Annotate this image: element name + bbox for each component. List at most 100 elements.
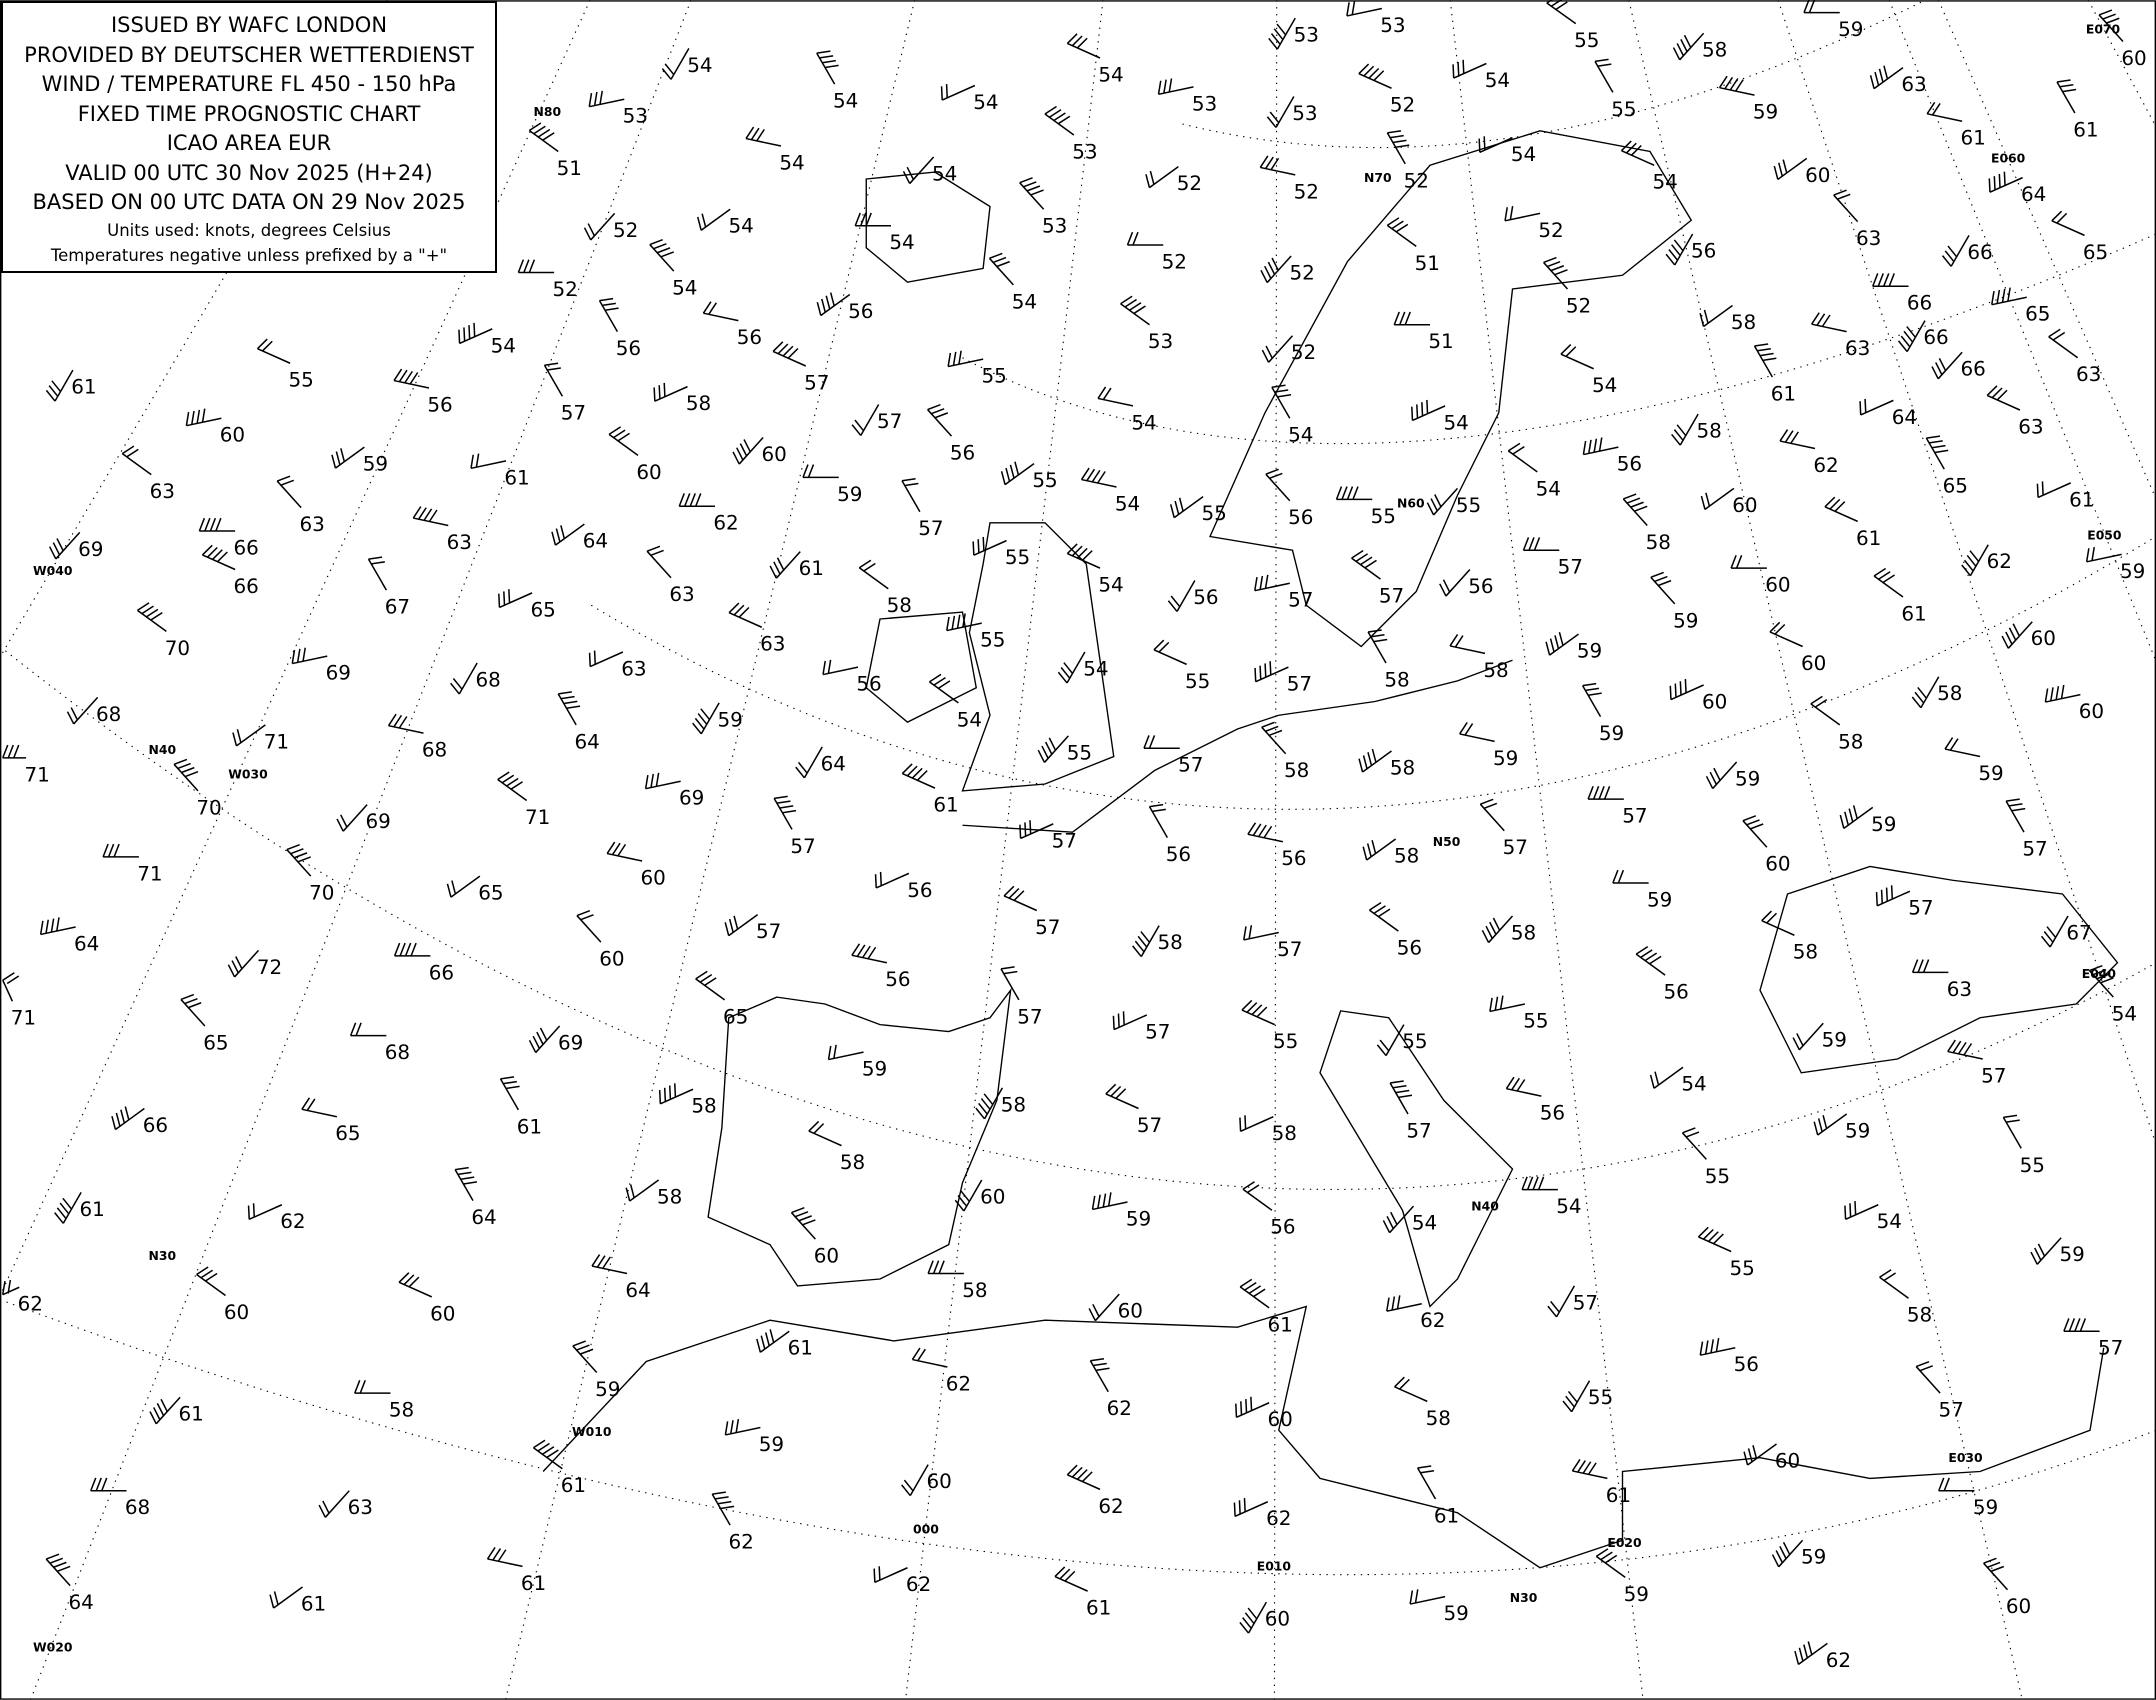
wind-barb-icon bbox=[1681, 1127, 1707, 1160]
temperature-label: 60 bbox=[2006, 1595, 2031, 1618]
temperature-label: 56 bbox=[1397, 937, 1422, 960]
station-plot: 60 bbox=[1983, 1557, 2031, 1618]
station-plot: 65 bbox=[2051, 210, 2108, 264]
temperature-label: 52 bbox=[1538, 219, 1563, 242]
station-plot: 58 bbox=[653, 382, 711, 415]
station-plot: 70 bbox=[137, 602, 190, 660]
pennant-barb-icon bbox=[1983, 1557, 2009, 1591]
temperature-label: 60 bbox=[1118, 1300, 1143, 1323]
station-plot: 63 bbox=[318, 1490, 373, 1519]
wind-barb-icon bbox=[947, 350, 984, 368]
temperature-label: 58 bbox=[1384, 668, 1409, 691]
wind-barb-icon bbox=[874, 871, 910, 889]
station-plot: 54 bbox=[1560, 343, 1617, 397]
station-plot: 61 bbox=[1239, 1278, 1293, 1336]
wind-barb-icon bbox=[1622, 493, 1648, 527]
station-plot: 61 bbox=[499, 1076, 542, 1138]
temperature-label: 60 bbox=[1775, 1449, 1800, 1472]
station-plot: 71 bbox=[102, 843, 163, 885]
temperature-label: 61 bbox=[2073, 118, 2098, 141]
station-plot: 55 bbox=[1697, 1226, 1755, 1280]
temperature-label: 52 bbox=[1291, 341, 1316, 364]
pennant-barb-icon bbox=[711, 1491, 735, 1526]
station-plot: 56 bbox=[1505, 1076, 1565, 1125]
station-plot: 57 bbox=[1019, 820, 1077, 852]
wind-barb-icon bbox=[1066, 543, 1101, 569]
parallel-line bbox=[0, 646, 2156, 1190]
station-plot: 65 bbox=[446, 875, 504, 905]
temperature-label: 54 bbox=[687, 54, 712, 77]
temperature-label: 55 bbox=[1005, 546, 1030, 569]
wind-barb-icon bbox=[653, 382, 688, 402]
pennant-barb-icon bbox=[1988, 171, 2023, 193]
station-plot: 64 bbox=[551, 523, 608, 553]
pennant-barb-icon bbox=[412, 506, 449, 527]
station-plot: 52 bbox=[1358, 63, 1415, 117]
pennant-barb-icon bbox=[901, 1464, 929, 1497]
station-plot: 60 bbox=[732, 436, 787, 466]
temperature-label: 61 bbox=[517, 1115, 542, 1138]
station-plot: 56 bbox=[702, 301, 762, 349]
temperature-label: 65 bbox=[1943, 475, 1968, 498]
parallel-line bbox=[590, 536, 2156, 810]
temperature-label: 55 bbox=[1067, 741, 1092, 764]
wind-barb-icon bbox=[1505, 1076, 1542, 1097]
station-plot: 58 bbox=[1449, 634, 1509, 682]
station-plot: 61 bbox=[756, 1329, 813, 1360]
wind-barb-icon bbox=[827, 1044, 864, 1061]
station-plot: 57 bbox=[1947, 1039, 2006, 1087]
station-plot: 63 bbox=[121, 445, 175, 503]
temperature-label: 61 bbox=[178, 1403, 203, 1426]
temperature-label: 52 bbox=[1294, 180, 1319, 203]
temperature-label: 59 bbox=[1978, 762, 2003, 785]
station-plot: 57 bbox=[1389, 1080, 1432, 1142]
station-plot: 61 bbox=[1824, 496, 1881, 550]
temperature-label: 59 bbox=[1735, 767, 1760, 790]
temperature-label: 68 bbox=[96, 703, 121, 726]
wind-barb-icon bbox=[1000, 966, 1020, 1001]
station-plot: 57 bbox=[1479, 798, 1528, 859]
station-plot: 71 bbox=[497, 771, 550, 829]
pennant-barb-icon bbox=[446, 875, 481, 898]
station-plot: 54 bbox=[2088, 964, 2137, 1026]
temperature-label: 55 bbox=[1273, 1030, 1298, 1053]
wind-barb-icon bbox=[1560, 343, 1594, 370]
pennant-barb-icon bbox=[769, 551, 801, 579]
station-plot: 58 bbox=[1481, 915, 1536, 944]
wind-barb-icon bbox=[1481, 915, 1514, 944]
station-plot: 71 bbox=[232, 724, 289, 753]
temperature-label: 54 bbox=[1412, 1212, 1437, 1235]
station-plot: 54 bbox=[988, 252, 1037, 313]
temperature-label: 62 bbox=[1107, 1397, 1132, 1420]
pennant-barb-icon bbox=[1773, 157, 1808, 181]
temperature-label: 57 bbox=[1035, 916, 1060, 939]
pennant-barb-icon bbox=[1872, 273, 1909, 288]
station-plot: 65 bbox=[1925, 435, 1968, 498]
legend-line-area: ICAO AREA EUR bbox=[166, 131, 332, 155]
wind-barb-icon bbox=[1105, 1083, 1139, 1110]
wind-barb-icon bbox=[1241, 999, 1275, 1026]
wind-barb-icon bbox=[1938, 1477, 1975, 1492]
station-plot: 60 bbox=[2098, 9, 2147, 70]
pennant-barb-icon bbox=[450, 662, 478, 695]
temperature-label: 57 bbox=[1288, 589, 1313, 612]
wind-barb-icon bbox=[572, 1340, 598, 1374]
temperature-label: 52 bbox=[1404, 169, 1429, 192]
temperature-label: 62 bbox=[280, 1210, 305, 1233]
wind-barb-icon bbox=[1019, 177, 1045, 210]
wind-barb-icon bbox=[1169, 496, 1204, 519]
station-plot: 69 bbox=[528, 1025, 583, 1054]
station-plot: 59 bbox=[1803, 0, 1863, 41]
station-plot: 59 bbox=[1938, 1477, 1998, 1519]
station-plot: 52 bbox=[1145, 166, 1202, 195]
station-plot: 58 bbox=[1672, 32, 1727, 62]
station-plot: 55 bbox=[946, 613, 1005, 652]
temperature-label: 54 bbox=[1592, 374, 1617, 397]
wind-barb-icon bbox=[1120, 295, 1150, 326]
pennant-barb-icon bbox=[2098, 9, 2124, 43]
temperature-label: 59 bbox=[759, 1433, 784, 1456]
wind-barb-icon bbox=[1699, 304, 1733, 328]
station-plot: 61 bbox=[269, 1586, 326, 1615]
temperature-label: 53 bbox=[1380, 14, 1405, 37]
station-plot: 55 bbox=[1594, 58, 1637, 121]
